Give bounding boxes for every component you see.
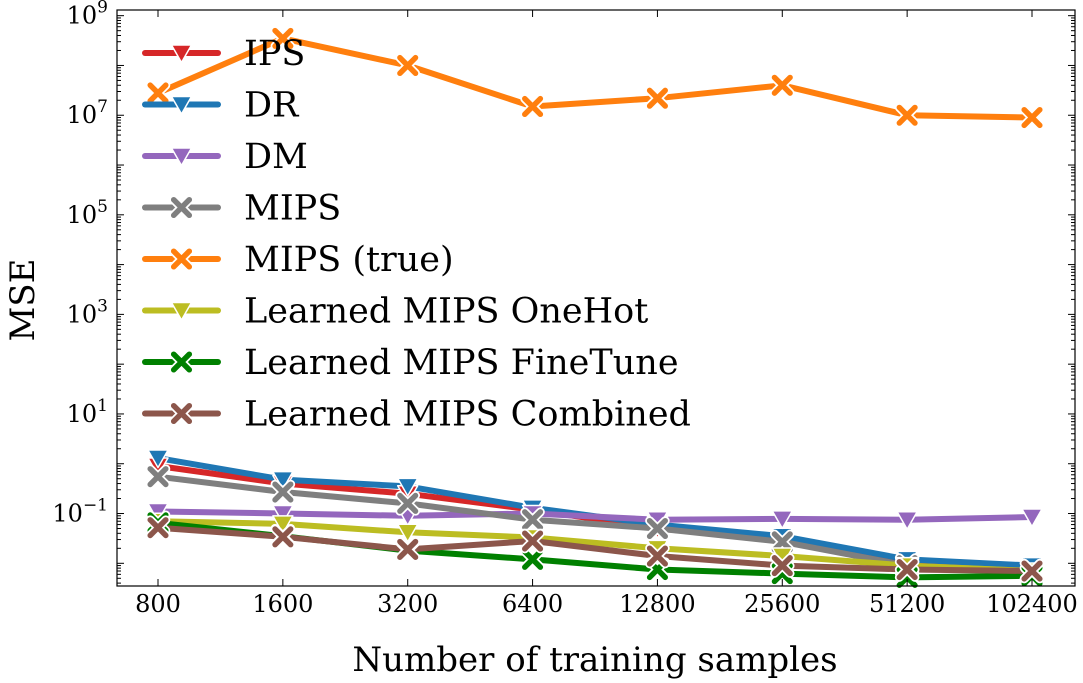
y-tick-label: 10−1 [52,496,108,528]
legend: IPS DR DM MIPS MIPS (true) Learned MIPS OneHo… [142,34,691,435]
data-point-mips-3200 [395,491,421,516]
legend-marker-dr [170,95,193,115]
x-tick-label: 51200 [869,590,945,618]
legend-item-learned-mips-onehot: Learned MIPS OneHot [142,292,648,332]
legend-item-learned-mips-combined: Learned MIPS Combined [142,395,691,435]
x-axis-label: Number of training samples [352,640,837,680]
data-point-mips-true-800 [145,80,171,106]
data-point-learned-mips-combined-12800 [645,543,670,569]
x-tick-label: 800 [135,590,181,618]
data-point-mips-12800 [645,516,670,541]
legend-marker-ips [170,44,193,64]
data-point-mips-6400 [520,507,545,533]
x-tick-label: 12800 [619,590,695,618]
legend-label: Learned MIPS OneHot [244,292,648,332]
y-tick-label: 105 [67,197,108,229]
legend-item-mips: MIPS [142,189,341,229]
legend-marker-mips-true [169,246,194,272]
legend-item-mips-true: MIPS (true) [142,240,454,280]
data-point-dm-25600 [771,510,794,530]
legend-marker-dm [170,147,193,167]
legend-item-dr: DR [142,86,300,126]
data-point-dr-800 [147,449,169,469]
data-point-mips-true-1600 [270,26,296,51]
data-point-learned-mips-combined-25600 [769,553,795,578]
data-point-learned-mips-combined-51200 [894,557,920,582]
legend-marker-learned-mips-finetune [169,349,194,375]
plot-series-layer [155,35,1035,581]
legend-label: Learned MIPS FineTune [244,343,679,383]
x-tick-label: 25600 [744,590,820,618]
data-point-mips-1600 [270,479,296,505]
legend-label: DM [244,137,308,177]
legend-label: IPS [244,34,305,74]
y-tick-label: 103 [67,296,108,328]
data-point-learned-mips-onehot-1600 [272,515,294,535]
plot-marker-layer [145,26,1045,590]
y-axis-label: MSE [3,259,43,342]
data-point-learned-mips-combined-1600 [270,524,296,550]
series-line-dm [155,508,1035,523]
data-point-dr-1600 [272,470,294,490]
x-tick-label: 3200 [377,590,438,618]
data-point-dm-51200 [896,510,918,530]
data-point-dm-102400 [1021,508,1043,528]
legend-marker-mips [169,195,194,220]
data-point-mips-800 [145,464,171,489]
legend-label: MIPS (true) [244,240,454,280]
x-tick-label: 6400 [502,590,563,618]
plot-frame [116,9,1076,587]
legend-marker-learned-mips-onehot [170,301,193,321]
y-tick-label: 109 [67,0,108,30]
data-point-mips-true-12800 [645,85,670,111]
legend-label: MIPS [244,189,341,229]
data-point-mips-true-6400 [520,94,545,119]
data-point-dr-3200 [396,477,419,497]
legend-item-dm: DM [142,137,308,177]
data-point-dm-1600 [272,504,294,524]
legend-item-ips: IPS [142,34,305,74]
data-point-mips-true-25600 [769,72,795,98]
y-tick-label: 101 [67,396,108,428]
data-point-learned-mips-combined-3200 [395,537,421,562]
x-axis: 800 1600 3200 6400 12800 25600 51200 102400 [135,10,1078,618]
data-point-learned-mips-onehot-3200 [396,523,419,543]
series-line-learned-mips-combined [155,524,1035,574]
data-point-learned-mips-combined-6400 [520,528,545,554]
series-line-learned-mips-onehot [155,518,1035,574]
x-tick-label: 102400 [986,590,1078,618]
data-point-learned-mips-finetune-6400 [520,547,545,572]
data-point-mips-true-3200 [395,53,421,78]
data-point-learned-mips-combined-800 [145,515,171,540]
data-point-mips-true-51200 [894,102,920,128]
legend-label: DR [244,86,300,126]
data-point-mips-25600 [769,529,795,555]
data-point-mips-true-102400 [1019,105,1045,130]
legend-item-learned-mips-finetune: Learned MIPS FineTune [142,343,679,383]
legend-marker-learned-mips-combined [169,401,194,426]
x-tick-label: 1600 [252,590,313,618]
legend-label: Learned MIPS Combined [244,395,691,435]
y-tick-label: 107 [67,97,108,129]
data-point-learned-mips-combined-102400 [1019,558,1045,584]
series-line-mips-true [155,35,1035,121]
y-axis: 10−1 101 103 105 107 109 [52,0,1075,584]
